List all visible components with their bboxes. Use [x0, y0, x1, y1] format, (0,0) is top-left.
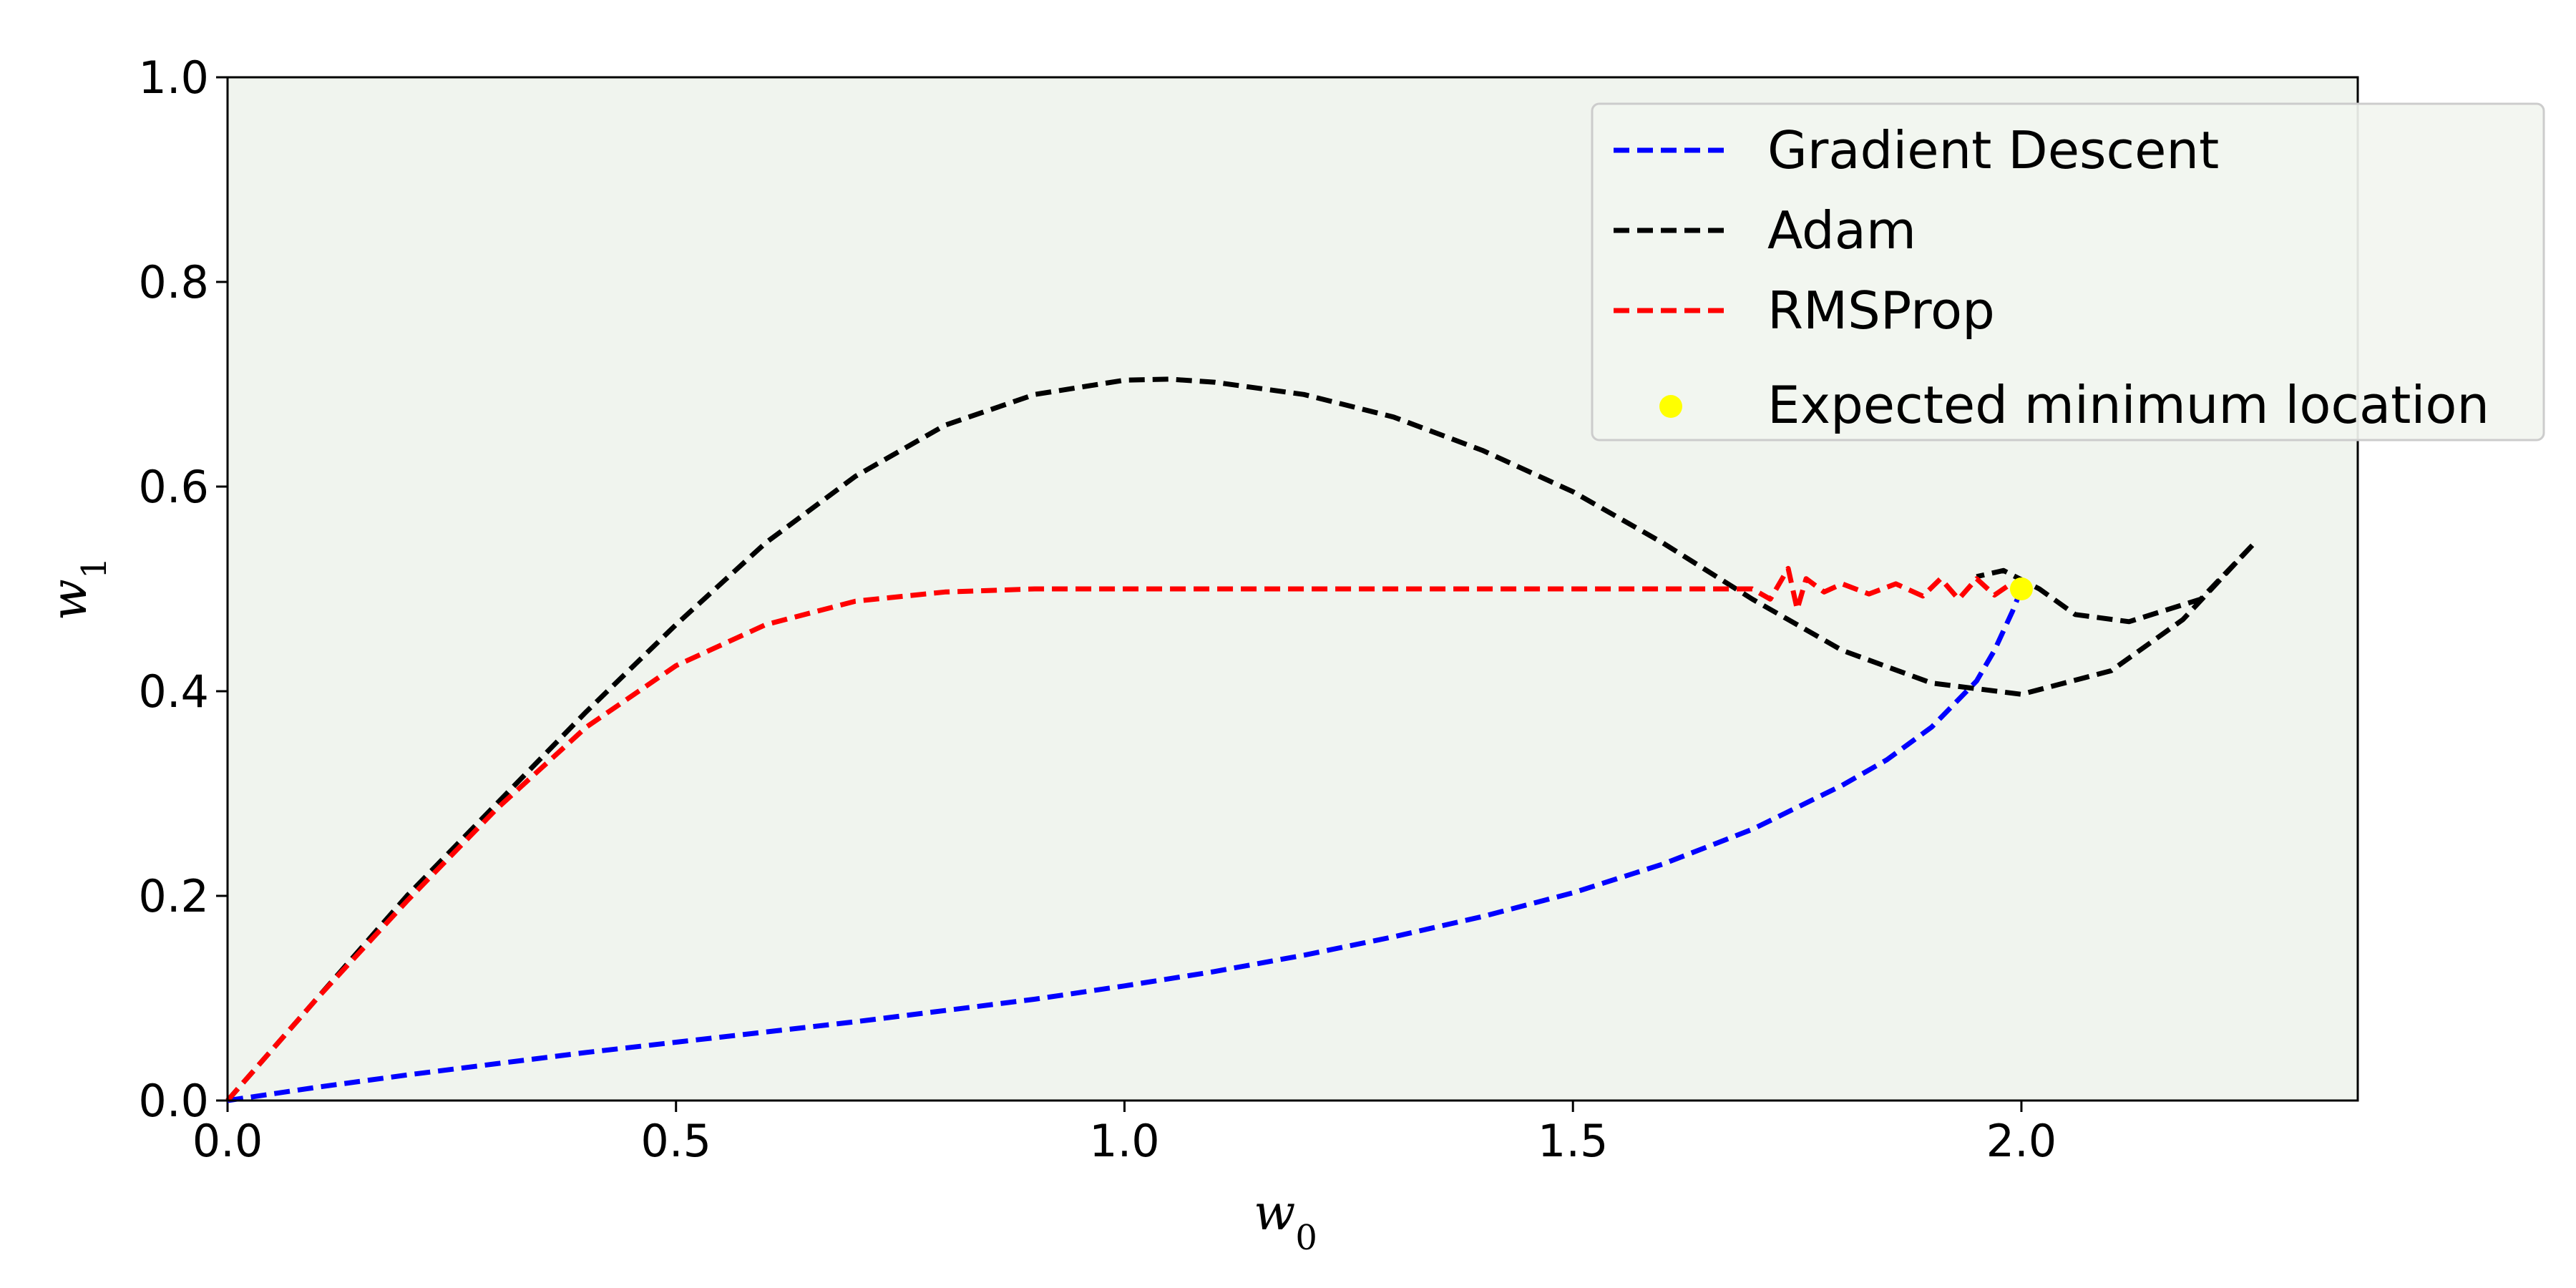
series-line-gradient-descent — [227, 587, 2024, 1103]
legend-label: Gradient Descent — [1767, 120, 2219, 180]
plot-frame — [226, 76, 2359, 1102]
series-line-rmsprop — [225, 565, 2023, 1103]
x-tick-label: 0.5 — [640, 1115, 711, 1167]
legend-label: Adam — [1767, 200, 1916, 260]
legend-label: RMSProp — [1767, 280, 1995, 341]
axis-ticks: 0.0 0.5 1.0 1.5 2.0 0.0 0.2 0.4 0.6 0.8 1.0 — [138, 52, 2057, 1167]
x-tick-label: 0.0 — [192, 1115, 263, 1167]
legend: Gradient Descent Adam RMSProp Expected mini… — [1591, 102, 2545, 441]
legend-label: Expected minimum location — [1767, 375, 2489, 435]
expected-minimum-point — [2009, 577, 2033, 600]
legend-box — [1591, 102, 2545, 441]
y-tick-label: 0.2 — [138, 870, 209, 922]
x-tick-label: 1.5 — [1538, 1115, 1609, 1167]
y-tick-label: 0.4 — [138, 665, 209, 718]
y-tick-label: 0.0 — [138, 1075, 209, 1127]
series-lines — [225, 376, 2258, 1103]
x-tick-label: 2.0 — [1986, 1115, 2057, 1167]
x-axis-label: w0 — [1254, 1185, 1317, 1258]
y-tick-label: 1.0 — [138, 52, 209, 104]
y-axis-label: w1 — [42, 557, 114, 621]
series-line-adam — [225, 376, 2258, 1103]
legend-marker — [1659, 395, 1682, 418]
x-tick-label: 1.0 — [1089, 1115, 1160, 1167]
y-tick-label: 0.8 — [138, 256, 209, 308]
y-tick-label: 0.6 — [138, 461, 209, 513]
